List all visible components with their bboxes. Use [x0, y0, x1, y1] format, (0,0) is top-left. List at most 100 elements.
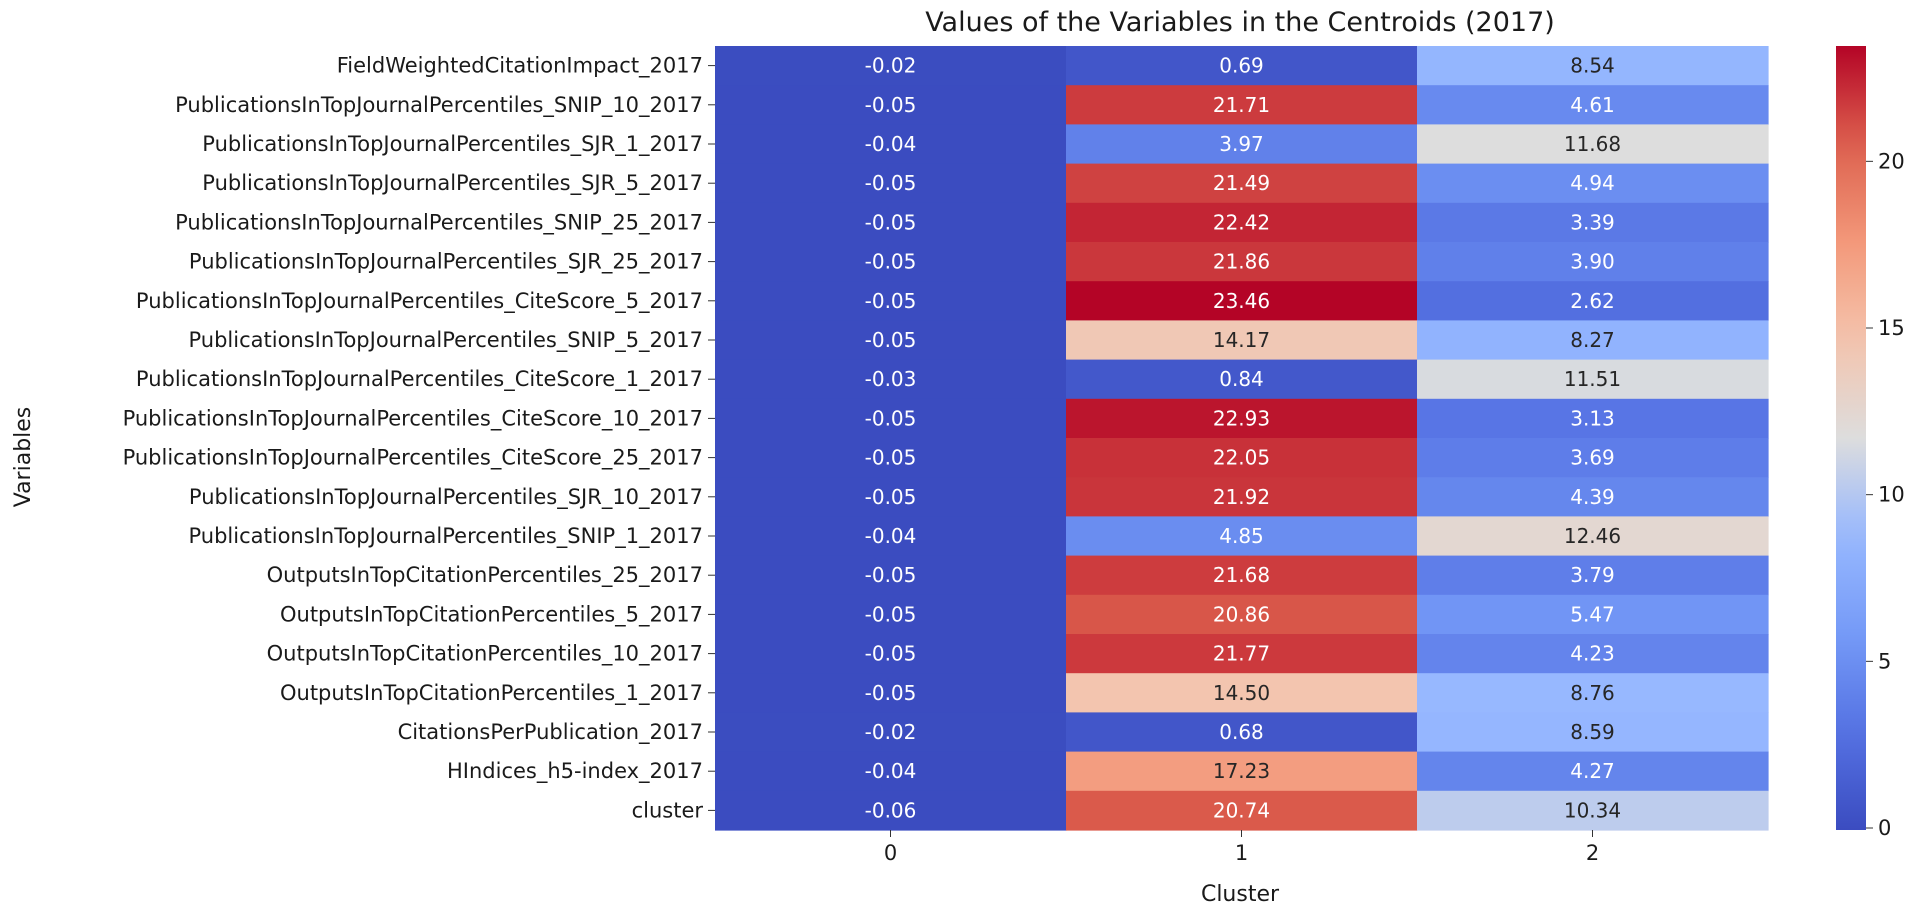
y-tick-label: PublicationsInTopJournalPercentiles_SJR_… — [189, 250, 703, 275]
cell-value-label: 0.68 — [1219, 720, 1264, 744]
cell-value-label: 4.27 — [1570, 759, 1615, 783]
cell-value-label: -0.02 — [865, 54, 917, 78]
cell-value-label: 21.49 — [1213, 171, 1270, 195]
cell-value-label: -0.05 — [865, 602, 917, 626]
cell-value-label: 10.34 — [1564, 798, 1621, 822]
cell-value-label: 21.68 — [1213, 563, 1270, 587]
y-tick-label: OutputsInTopCitationPercentiles_5_2017 — [280, 602, 703, 627]
cell-value-label: 20.74 — [1213, 798, 1270, 822]
cell-value-label: 21.86 — [1213, 250, 1270, 274]
heatmap-cell — [715, 242, 1067, 282]
cell-value-label: -0.04 — [865, 759, 917, 783]
colorbar-tick-label: 20 — [1878, 149, 1905, 173]
cell-value-label: -0.05 — [865, 210, 917, 234]
heatmap-cell — [1066, 202, 1418, 243]
cell-value-labels: -0.02 0.69 8.54 -0.05 21.71 4.61 -0.04 3.97 11.6… — [865, 54, 1622, 823]
heatmap-cell — [1066, 516, 1418, 557]
colorbar-tick-label: 0 — [1878, 816, 1891, 840]
y-tick-label: OutputsInTopCitationPercentiles_25_2017 — [267, 563, 703, 588]
cell-value-label: -0.05 — [865, 93, 917, 117]
x-axis-label: Cluster — [1201, 882, 1280, 907]
heatmap-cell — [1417, 281, 1769, 321]
cell-value-label: 14.50 — [1213, 681, 1270, 705]
y-tick-label: PublicationsInTopJournalPercentiles_SJR_… — [202, 132, 703, 157]
y-tick-label: PublicationsInTopJournalPercentiles_Cite… — [123, 446, 703, 471]
heatmap-cell — [1417, 555, 1769, 596]
heatmap-cell — [1417, 320, 1769, 361]
cell-value-label: -0.05 — [865, 171, 917, 195]
cell-value-label: 4.39 — [1570, 485, 1615, 509]
heatmap-cell — [715, 516, 1067, 557]
heatmap-cell — [1417, 594, 1769, 635]
cell-value-label: 4.61 — [1570, 93, 1615, 117]
cell-value-label: 17.23 — [1213, 759, 1270, 783]
cell-value-label: 4.94 — [1570, 171, 1615, 195]
heatmap-cell — [715, 202, 1067, 243]
heatmap-cell — [1066, 85, 1418, 125]
cell-value-label: 4.23 — [1570, 642, 1615, 666]
colorbar-tick-label: 10 — [1878, 483, 1905, 507]
y-tick-label: PublicationsInTopJournalPercentiles_SNIP… — [175, 210, 703, 235]
heatmap-cell — [715, 163, 1067, 204]
cell-value-label: 3.97 — [1219, 132, 1264, 156]
heatmap-cell — [715, 281, 1067, 321]
heatmap-cell — [715, 594, 1067, 635]
cell-value-label: 5.47 — [1570, 602, 1615, 626]
cell-value-label: 11.68 — [1564, 132, 1621, 156]
cell-value-label: 14.17 — [1213, 328, 1270, 352]
y-tick-label: PublicationsInTopJournalPercentiles_Cite… — [136, 289, 703, 314]
cell-value-label: 3.69 — [1570, 446, 1615, 470]
heatmap-cell — [715, 359, 1067, 400]
cell-value-label: 20.86 — [1213, 602, 1270, 626]
cell-value-label: -0.05 — [865, 289, 917, 313]
cell-value-label: 4.85 — [1219, 524, 1264, 548]
heatmap-cell — [1417, 438, 1769, 478]
heatmap-cell — [715, 398, 1067, 439]
cell-value-label: 3.39 — [1570, 210, 1615, 234]
heatmap-cell — [715, 555, 1067, 596]
heatmap-cell — [1417, 790, 1769, 831]
heatmap-cell — [715, 634, 1067, 674]
cell-value-label: -0.05 — [865, 446, 917, 470]
heatmap-cells — [715, 46, 1769, 831]
heatmap-cell — [1417, 712, 1769, 753]
heatmap-cell — [1417, 673, 1769, 713]
cell-value-label: 8.54 — [1570, 54, 1615, 78]
heatmap-cell — [1417, 516, 1769, 557]
heatmap-cell — [715, 85, 1067, 125]
cell-value-label: 0.69 — [1219, 54, 1264, 78]
cell-value-label: 21.92 — [1213, 485, 1270, 509]
y-tick-label: CitationsPerPublication_2017 — [398, 720, 703, 745]
y-tick-label: PublicationsInTopJournalPercentiles_SNIP… — [175, 93, 703, 118]
heatmap-cell — [1066, 46, 1418, 86]
heatmap-cell — [715, 673, 1067, 713]
heatmap-cell — [1066, 242, 1418, 282]
heatmap-cell — [1066, 751, 1418, 792]
cell-value-label: 12.46 — [1564, 524, 1621, 548]
heatmap-cell — [1066, 712, 1418, 753]
heatmap-cell — [715, 790, 1067, 831]
heatmap-cell — [1417, 242, 1769, 282]
heatmap-cell — [1417, 751, 1769, 792]
cell-value-label: 22.93 — [1213, 406, 1270, 430]
cell-value-label: 3.90 — [1570, 250, 1615, 274]
cell-value-label: 8.27 — [1570, 328, 1615, 352]
heatmap-cell — [1066, 398, 1418, 439]
cell-value-label: -0.05 — [865, 406, 917, 430]
heatmap-cell — [1417, 359, 1769, 400]
cell-value-label: 21.71 — [1213, 93, 1270, 117]
cell-value-label: -0.03 — [865, 367, 917, 391]
colorbar-tick-label: 15 — [1878, 316, 1905, 340]
cell-value-label: -0.05 — [865, 328, 917, 352]
y-tick-label: PublicationsInTopJournalPercentiles_Cite… — [136, 367, 703, 392]
cell-value-label: -0.05 — [865, 250, 917, 274]
colorbar-gradient — [1836, 46, 1866, 830]
cell-value-label: 3.13 — [1570, 406, 1615, 430]
heatmap-cell — [715, 46, 1067, 86]
colorbar: 0 5 10 15 20 — [1836, 46, 1905, 840]
cell-value-label: 8.76 — [1570, 681, 1615, 705]
cell-value-label: 0.84 — [1219, 367, 1264, 391]
y-tick-label: PublicationsInTopJournalPercentiles_SNIP… — [189, 328, 704, 353]
